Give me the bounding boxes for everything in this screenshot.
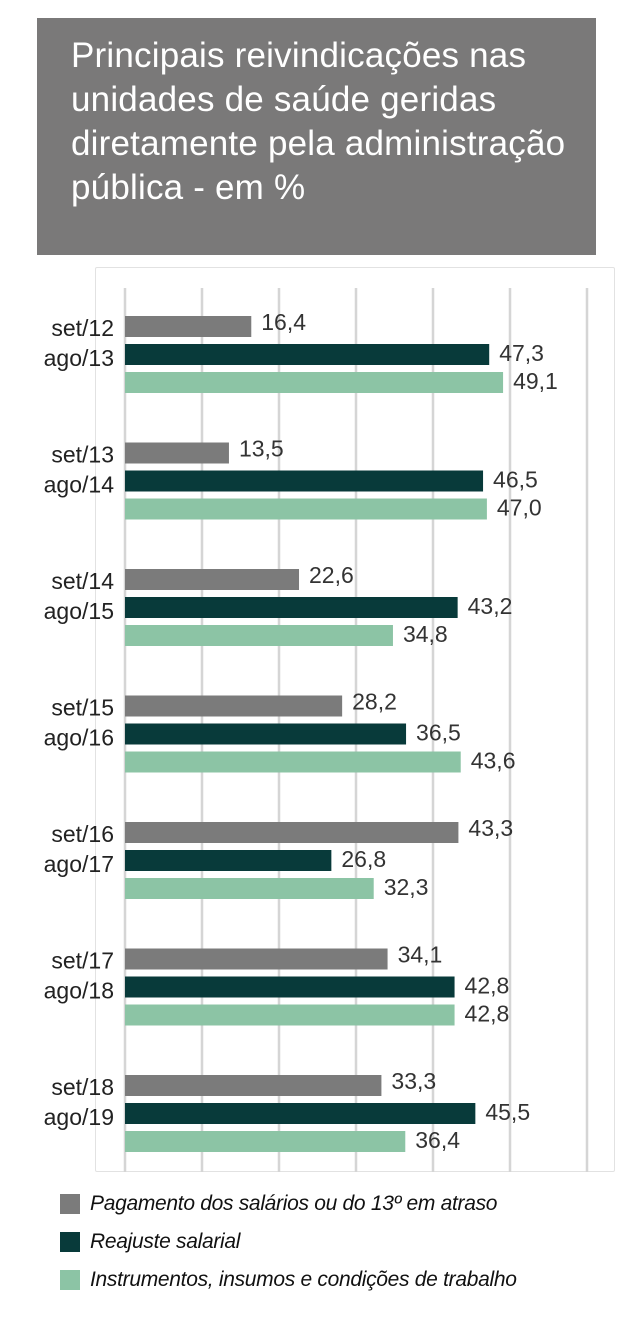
category-label: ago/16 <box>44 725 114 751</box>
bar <box>125 695 343 717</box>
legend-item: Reajuste salarial <box>60 1223 517 1261</box>
bar <box>125 372 504 393</box>
bar <box>125 498 487 520</box>
bar <box>125 1131 406 1152</box>
bar <box>125 470 484 492</box>
legend-swatch <box>60 1194 80 1214</box>
legend-swatch <box>60 1232 80 1252</box>
chart-title-line: Principais reivindicações nas <box>71 36 527 75</box>
data-label: 28,2 <box>352 689 397 715</box>
data-label: 33,3 <box>391 1068 436 1094</box>
category-label: ago/19 <box>44 1104 114 1130</box>
data-label: 16,4 <box>261 309 306 335</box>
category-label: set/12 <box>51 315 114 341</box>
bar <box>125 597 458 618</box>
data-label: 43,3 <box>468 815 513 841</box>
bar <box>125 822 459 843</box>
chart-title-line: unidades de saúde geridas <box>71 80 497 119</box>
bar <box>125 1103 476 1124</box>
bar <box>125 976 455 998</box>
data-label: 13,5 <box>239 436 284 462</box>
chart-title-line: pública - em % <box>71 168 306 207</box>
data-label: 42,8 <box>465 1001 510 1027</box>
data-label: 47,0 <box>497 495 542 521</box>
bar <box>125 751 461 773</box>
bar <box>125 625 393 646</box>
category-label: set/14 <box>51 568 114 594</box>
legend-label: Instrumentos, insumos e condições de tra… <box>90 1268 517 1291</box>
bar <box>125 948 388 970</box>
category-label: ago/15 <box>44 598 114 624</box>
chart-title: Principais reivindicações nas unidades d… <box>71 34 576 210</box>
legend-label: Reajuste salarial <box>90 1230 241 1253</box>
category-label: ago/18 <box>44 978 114 1004</box>
category-label: set/13 <box>51 442 114 468</box>
category-label: ago/13 <box>44 345 114 371</box>
data-label: 34,1 <box>398 942 443 968</box>
data-label: 26,8 <box>341 846 386 872</box>
data-label: 32,3 <box>384 874 429 900</box>
bar <box>125 569 300 590</box>
data-label: 43,6 <box>471 748 516 774</box>
chart-title-box: Principais reivindicações nas unidades d… <box>37 18 596 255</box>
legend-swatch <box>60 1270 80 1290</box>
bar <box>125 850 332 871</box>
chart-title-line: diretamente pela administração <box>71 124 566 163</box>
bar <box>125 878 374 899</box>
legend-item: Pagamento dos salários ou do 13º em atra… <box>60 1185 517 1223</box>
bar <box>125 344 490 365</box>
category-label: ago/17 <box>44 851 114 877</box>
bar <box>125 442 229 464</box>
bar <box>125 1004 455 1026</box>
data-label: 22,6 <box>309 562 354 588</box>
bar <box>125 1075 382 1096</box>
category-label: set/15 <box>51 695 114 721</box>
data-label: 46,5 <box>493 467 538 493</box>
category-label: ago/14 <box>44 472 115 498</box>
data-label: 43,2 <box>468 593 513 619</box>
category-label: set/17 <box>51 948 114 974</box>
data-label: 49,1 <box>513 368 558 394</box>
data-label: 34,8 <box>403 621 448 647</box>
data-label: 47,3 <box>499 340 544 366</box>
bar <box>125 316 252 337</box>
category-label: set/16 <box>51 821 114 847</box>
data-label: 42,8 <box>465 973 510 999</box>
legend-label: Pagamento dos salários ou do 13º em atra… <box>90 1192 498 1215</box>
bar <box>125 723 407 745</box>
data-label: 36,5 <box>416 720 461 746</box>
legend: Pagamento dos salários ou do 13º em atra… <box>60 1185 517 1299</box>
data-label: 45,5 <box>485 1099 530 1125</box>
legend-item: Instrumentos, insumos e condições de tra… <box>60 1261 517 1299</box>
data-label: 36,4 <box>415 1127 460 1153</box>
category-label: set/18 <box>51 1074 114 1100</box>
